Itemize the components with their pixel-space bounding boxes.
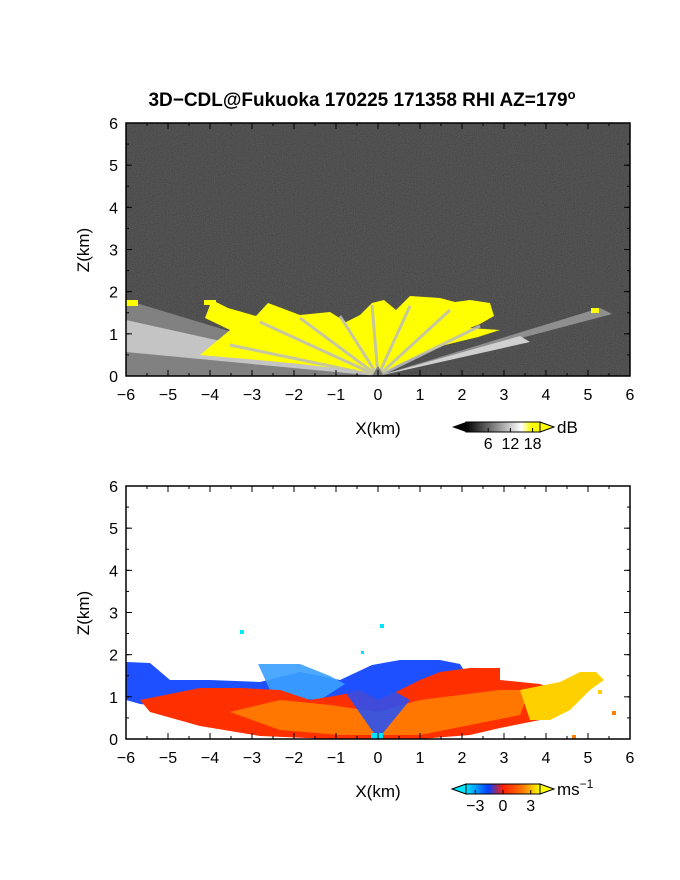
velocity-colorbar-tick-label: 3 — [526, 798, 535, 815]
velocity-colorbar-tick-label: −3 — [466, 798, 484, 815]
velocity-x-tick-label: −4 — [201, 750, 219, 767]
velocity-y-axis-label: Z(km) — [74, 591, 93, 635]
reflectivity-x-tick-label: −2 — [285, 387, 303, 404]
velocity-y-tick-label: 0 — [109, 732, 118, 749]
reflectivity-small-echo-left — [126, 300, 138, 306]
velocity-x-tick-label: 5 — [584, 750, 593, 767]
reflectivity-y-axis-label: Z(km) — [74, 228, 93, 272]
reflectivity-y-tick-label: 0 — [109, 369, 118, 386]
chart-title: 3D−CDL@Fukuoka 170225 171358 RHI AZ=179o — [148, 87, 575, 111]
reflectivity-x-tick-label: 2 — [458, 387, 467, 404]
velocity-x-tick-label: 1 — [416, 750, 425, 767]
velocity-y-tick-label: 4 — [109, 563, 118, 580]
velocity-colorbar-unit: ms−1 — [557, 777, 594, 799]
velocity-yellow-region — [520, 672, 604, 720]
velocity-y-tick-label: 5 — [109, 521, 118, 538]
velocity-x-tick-label: 3 — [500, 750, 509, 767]
velocity-x-tick-label: −3 — [243, 750, 261, 767]
reflectivity-x-tick-label: −1 — [327, 387, 345, 404]
reflectivity-colorbar-ramp — [465, 421, 541, 433]
velocity-colorbar: −3 0 3 ms−1 — [450, 777, 594, 815]
velocity-y-tick-label: 6 — [109, 479, 118, 496]
reflectivity-colorbar-ticks: 6 12 18 — [484, 428, 542, 453]
velocity-cyan-dot-2 — [380, 624, 384, 628]
reflectivity-x-tick-label: 1 — [416, 387, 425, 404]
reflectivity-y-tick-label: 5 — [109, 158, 118, 175]
reflectivity-x-tick-label: 4 — [542, 387, 551, 404]
reflectivity-y-tick-label: 2 — [109, 285, 118, 302]
velocity-colorbar-tick-label: 0 — [499, 798, 508, 815]
velocity-x-tick-label: 6 — [626, 750, 635, 767]
reflectivity-x-tick-label: −5 — [159, 387, 177, 404]
reflectivity-x-tick-label: 3 — [500, 387, 509, 404]
velocity-radar-site — [371, 733, 383, 739]
velocity-x-tick-label: −6 — [117, 750, 135, 767]
velocity-cyan-dot-3 — [361, 651, 364, 654]
reflectivity-colorbar-unit: dB — [557, 418, 578, 437]
reflectivity-colorbar-tick-label: 6 — [484, 436, 493, 453]
reflectivity-x-axis-label: X(km) — [355, 419, 400, 438]
velocity-colorbar-ticks: −3 0 3 — [466, 790, 535, 815]
velocity-yellow-speck — [598, 690, 602, 694]
reflectivity-small-echo-right — [591, 308, 599, 313]
velocity-blue-cone — [345, 685, 410, 739]
reflectivity-x-tick-label: 5 — [584, 387, 593, 404]
velocity-orange-speck-2 — [572, 735, 576, 739]
velocity-cyan-dot-1 — [240, 630, 244, 634]
reflectivity-x-tick-label: 6 — [626, 387, 635, 404]
reflectivity-gray-echo-right — [378, 308, 612, 376]
velocity-x-axis-label: X(km) — [355, 782, 400, 801]
velocity-y-tick-label: 2 — [109, 648, 118, 665]
reflectivity-y-tick-label: 1 — [109, 327, 118, 344]
reflectivity-y-tick-label: 3 — [109, 243, 118, 260]
velocity-x-ticks: −6 −5 −4 −3 −2 −1 0 1 2 3 4 5 6 — [117, 486, 635, 767]
reflectivity-small-echo-left2 — [204, 300, 216, 305]
velocity-x-tick-label: −2 — [285, 750, 303, 767]
reflectivity-y-tick-label: 6 — [109, 116, 118, 133]
reflectivity-radial-streaks — [229, 304, 481, 376]
velocity-x-tick-label: 2 — [458, 750, 467, 767]
reflectivity-colorbar-tick-label: 12 — [502, 436, 520, 453]
velocity-x-tick-label: 0 — [374, 750, 383, 767]
reflectivity-x-tick-label: 0 — [374, 387, 383, 404]
velocity-y-ticks: 0 1 2 3 4 5 6 — [109, 479, 630, 749]
reflectivity-colorbar-tick-label: 18 — [524, 436, 542, 453]
velocity-x-tick-label: −1 — [327, 750, 345, 767]
reflectivity-x-ticks: −6 −5 −4 −3 −2 −1 0 1 2 3 4 5 6 — [117, 123, 635, 404]
reflectivity-y-ticks: 0 1 2 3 4 5 6 — [109, 116, 630, 386]
reflectivity-x-tick-label: −6 — [117, 387, 135, 404]
reflectivity-colorbar: 6 12 18 dB — [452, 418, 578, 453]
velocity-y-tick-label: 3 — [109, 606, 118, 623]
reflectivity-gray-echo-right-core — [378, 336, 530, 376]
reflectivity-strong-echo — [200, 296, 500, 376]
reflectivity-x-tick-label: −4 — [201, 387, 219, 404]
velocity-x-tick-label: −5 — [159, 750, 177, 767]
velocity-x-tick-label: 4 — [542, 750, 551, 767]
velocity-orange-speck-1 — [612, 711, 616, 715]
velocity-y-tick-label: 1 — [109, 690, 118, 707]
reflectivity-y-tick-label: 4 — [109, 200, 118, 217]
reflectivity-x-tick-label: −3 — [243, 387, 261, 404]
